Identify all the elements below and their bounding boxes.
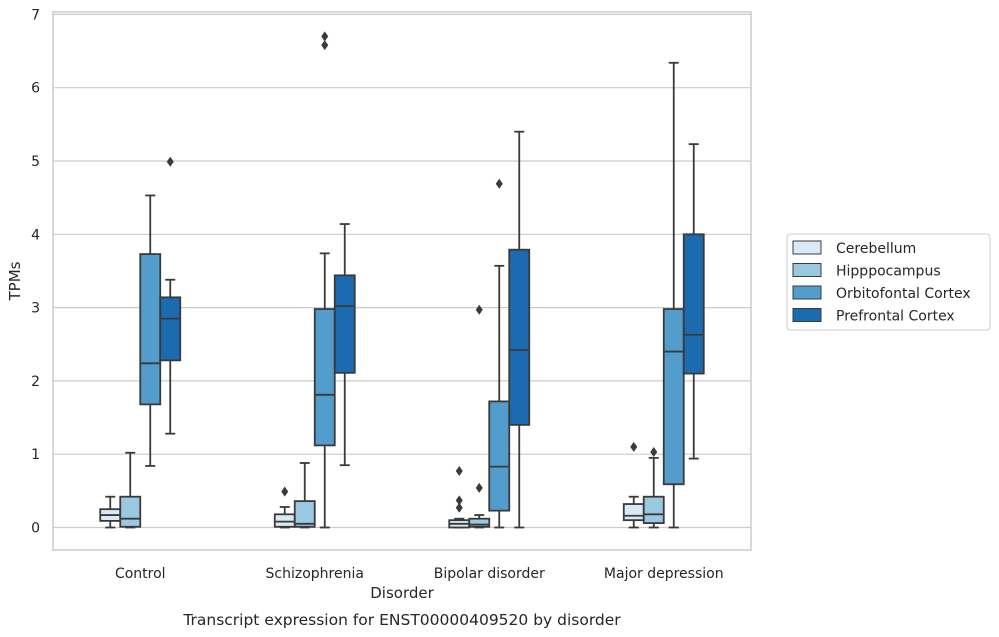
legend-label: Hipppocampus (836, 264, 941, 280)
outlier-point (455, 502, 463, 513)
box (333, 274, 356, 374)
outlier-point (475, 304, 483, 315)
box (508, 248, 531, 426)
outlier-point (650, 447, 658, 458)
x-tick-label: Control (115, 566, 166, 582)
x-tick-labels: Control Schizophrenia Bipolar disorder Majo… (115, 566, 724, 582)
legend: Cerebellum Hipppocampus Orbitofontal Corte… (786, 233, 991, 331)
legend-label: Cerebellum (836, 241, 916, 257)
x-tick-label: Schizophrenia (266, 566, 364, 582)
box (159, 296, 182, 362)
box (313, 308, 336, 447)
outlier-point (281, 486, 289, 497)
box (642, 495, 665, 525)
box (622, 503, 645, 522)
legend-swatch (792, 308, 822, 322)
box (293, 500, 316, 528)
outlier-point (475, 482, 483, 493)
series-orbitofontal-cortex (139, 31, 685, 529)
legend-swatch (792, 240, 822, 255)
legend-frame (786, 233, 991, 331)
y-tick-label: 4 (31, 227, 40, 243)
box (682, 233, 705, 375)
outlier-point (630, 441, 638, 452)
outlier-point (455, 466, 463, 477)
y-tick-label: 2 (31, 374, 40, 390)
y-tick-label: 3 (31, 301, 40, 317)
series-prefrontal-cortex (159, 130, 705, 529)
y-tick-label: 6 (31, 81, 40, 97)
y-axis-label: TPMs (6, 261, 24, 301)
legend-swatch (792, 263, 822, 277)
y-tick-labels: 0 1 2 3 4 5 6 7 (31, 7, 40, 536)
x-tick-label: Major depression (604, 566, 724, 582)
x-tick-label: Bipolar disorder (434, 566, 545, 582)
box (488, 400, 511, 512)
outlier-point (321, 31, 329, 42)
legend-swatch (792, 285, 822, 300)
box (119, 495, 142, 528)
legend-label: Orbitofontal Cortex (836, 286, 971, 302)
y-tick-label: 0 (31, 521, 40, 537)
plot-frame (52, 11, 752, 551)
outlier-point (321, 40, 329, 51)
outlier-point (166, 156, 174, 167)
chart-caption: Transcript expression for ENST0000040952… (182, 611, 621, 629)
series-cerebellum (99, 441, 645, 529)
y-tick-label: 1 (31, 447, 40, 463)
x-axis-label: Disorder (370, 584, 434, 602)
outlier-point (455, 495, 463, 506)
y-tick-label: 7 (31, 7, 40, 23)
outlier-point (495, 178, 503, 189)
box (139, 253, 162, 406)
series-hipppocampus (119, 304, 665, 529)
y-tick-label: 5 (31, 154, 40, 170)
box (273, 513, 296, 528)
box-series (99, 31, 705, 529)
box (468, 517, 491, 528)
legend-label: Prefrontal Cortex (836, 309, 955, 325)
box (662, 308, 685, 486)
